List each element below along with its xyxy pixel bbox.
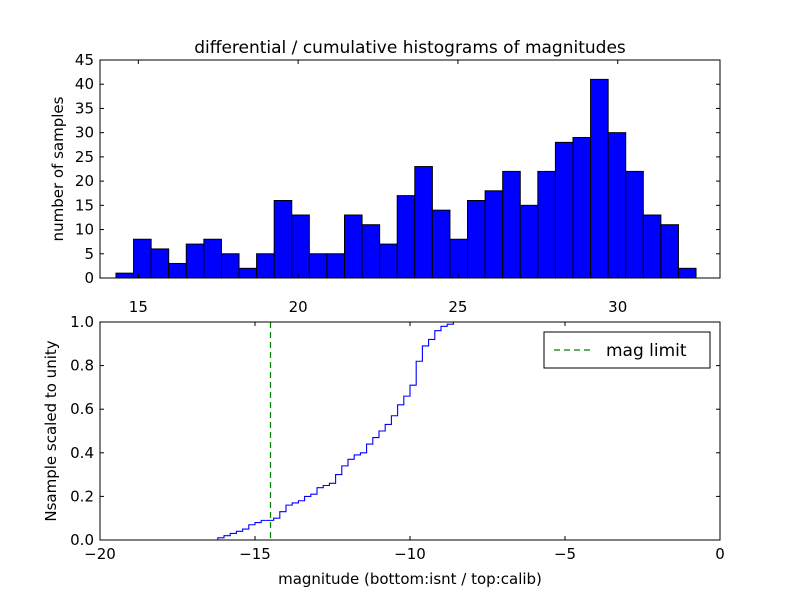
top-bars — [115, 78, 697, 279]
histogram-bar — [361, 224, 381, 279]
top-y-tick-label: 20 — [75, 172, 94, 190]
top-y-tick-label: 0 — [84, 269, 94, 287]
histogram-bar — [220, 253, 240, 279]
top-y-tick-label: 15 — [75, 196, 94, 214]
top-x-tick-label: 30 — [608, 298, 627, 316]
bottom-y-tick-label: 0.6 — [70, 400, 94, 418]
bottom-x-tick-label: −15 — [239, 545, 271, 563]
histogram-bar — [308, 253, 328, 279]
histogram-bar — [519, 204, 539, 279]
bottom-x-tick-label: −5 — [554, 545, 576, 563]
bottom-y-tick-label: 0.4 — [70, 444, 94, 462]
top-y-tick-label: 45 — [75, 51, 94, 69]
histogram-bar — [607, 132, 627, 279]
top-y-tick-label: 40 — [75, 75, 94, 93]
bottom-plot-frame — [99, 321, 721, 541]
histogram-bar — [414, 166, 433, 279]
top-y-axis-label: number of samples — [49, 96, 67, 241]
top-y-tick-label: 30 — [75, 124, 94, 142]
top-y-tick-label: 35 — [75, 99, 94, 117]
top-ticks: 0 5 10 15 20 25 30 35 40 45 15 20 25 30 — [75, 51, 720, 316]
top-plot-frame — [99, 59, 721, 279]
histogram-bar — [677, 267, 697, 279]
top-chart-title: differential / cumulative histograms of … — [194, 38, 626, 58]
histogram-bar — [554, 141, 574, 279]
histogram-bar — [502, 170, 521, 279]
histogram-bar — [537, 170, 556, 279]
top-x-tick-label: 20 — [289, 298, 308, 316]
legend-box — [543, 331, 711, 369]
bottom-y-axis-label: Nsample scaled to unity — [42, 340, 60, 521]
top-x-tick-label: 25 — [448, 298, 467, 316]
histogram-bar — [291, 214, 310, 279]
top-y-tick-label: 5 — [84, 245, 94, 263]
histogram-bar — [185, 243, 205, 279]
legend-label: mag limit — [606, 341, 687, 361]
histogram-bar — [396, 195, 416, 279]
cumulative-step-line — [100, 322, 454, 541]
bottom-x-tick-label: −20 — [84, 545, 116, 563]
histogram-bar — [326, 253, 345, 279]
bottom-x-tick-label: −10 — [394, 545, 426, 563]
histogram-bar — [379, 243, 398, 279]
bottom-y-tick-label: 0.8 — [70, 357, 94, 375]
histogram-bar — [625, 170, 644, 279]
bottom-y-tick-label: 1.0 — [70, 313, 94, 331]
top-x-tick-label: 15 — [129, 298, 148, 316]
histogram-bar — [115, 272, 135, 279]
histogram-bar — [431, 209, 451, 279]
bottom-cumulative-panel: −20 −15 −10 −5 0 0.0 0.2 0.4 0.6 0.8 1.0 mag limit… — [42, 313, 725, 588]
bottom-x-axis-label: magnitude (bottom:isnt / top:calib) — [278, 570, 542, 588]
legend: mag limit — [543, 331, 711, 369]
histogram-bar — [590, 78, 609, 279]
bottom-x-tick-label: 0 — [715, 545, 725, 563]
histogram-bar — [168, 262, 187, 279]
histogram-bar — [572, 137, 592, 279]
histogram-bar — [484, 190, 504, 279]
bottom-y-tick-label: 0.2 — [70, 487, 94, 505]
histogram-bar — [256, 253, 275, 279]
histogram-bar — [273, 199, 293, 279]
histogram-bar — [642, 214, 662, 279]
histogram-bar — [467, 199, 486, 279]
histogram-bar — [203, 238, 222, 279]
histogram-bar — [238, 267, 258, 279]
histogram-bar — [343, 214, 363, 279]
bottom-y-tick-label: 0.0 — [70, 531, 94, 549]
top-y-tick-label: 25 — [75, 148, 94, 166]
bottom-ticks: −20 −15 −10 −5 0 0.0 0.2 0.4 0.6 0.8 1.0 — [70, 313, 725, 563]
top-y-tick-label: 10 — [75, 221, 94, 239]
histogram-bar — [150, 248, 170, 279]
histogram-bar — [133, 238, 152, 279]
histogram-bar — [660, 224, 679, 279]
histogram-bar — [449, 238, 469, 279]
top-histogram-panel: differential / cumulative histograms of … — [49, 38, 721, 316]
